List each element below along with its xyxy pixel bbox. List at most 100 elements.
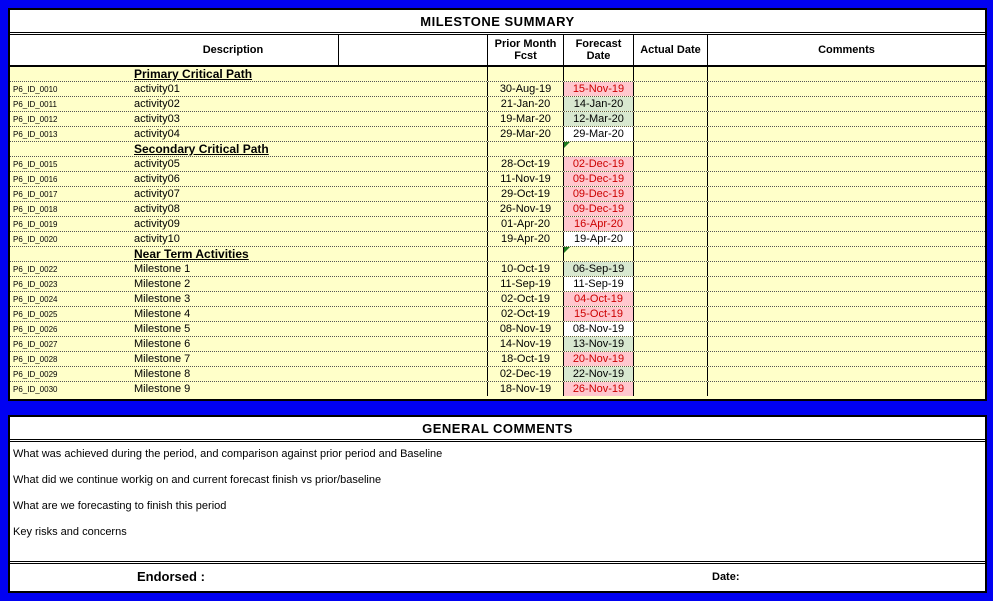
forecast-date-cell[interactable]: 11-Sep-19 — [563, 277, 633, 291]
prior-month-fcst-cell[interactable]: 26-Nov-19 — [487, 202, 563, 216]
forecast-date-cell[interactable]: 26-Nov-19 — [563, 382, 633, 396]
prior-month-fcst-cell[interactable]: 18-Oct-19 — [487, 352, 563, 366]
comments-cell[interactable] — [707, 352, 985, 366]
actual-date-cell[interactable] — [633, 232, 707, 246]
activity-id-cell[interactable]: P6_ID_0024 — [13, 294, 58, 304]
comments-cell[interactable] — [707, 307, 985, 321]
comments-cell[interactable] — [707, 187, 985, 201]
general-comments-body[interactable]: What was achieved during the period, and… — [10, 442, 985, 561]
prior-month-fcst-cell[interactable]: 29-Oct-19 — [487, 187, 563, 201]
comments-cell[interactable] — [707, 232, 985, 246]
actual-date-cell[interactable] — [633, 127, 707, 141]
comments-cell[interactable] — [707, 262, 985, 276]
activity-description-cell[interactable]: Milestone 6 — [134, 338, 191, 350]
comments-cell[interactable] — [707, 217, 985, 231]
forecast-date-cell[interactable]: 12-Mar-20 — [563, 112, 633, 126]
activity-description-cell[interactable]: activity10 — [134, 233, 180, 245]
activity-description-cell[interactable]: Milestone 7 — [134, 353, 191, 365]
comments-cell[interactable] — [707, 97, 985, 111]
comments-cell[interactable] — [707, 112, 985, 126]
section-prior-cell[interactable] — [487, 142, 563, 156]
section-actual-cell[interactable] — [633, 142, 707, 156]
actual-date-cell[interactable] — [633, 367, 707, 381]
forecast-date-cell[interactable]: 14-Jan-20 — [563, 97, 633, 111]
prior-month-fcst-cell[interactable]: 19-Apr-20 — [487, 232, 563, 246]
actual-date-cell[interactable] — [633, 307, 707, 321]
section-forecast-cell[interactable] — [563, 142, 633, 156]
section-comments-cell[interactable] — [707, 142, 985, 156]
actual-date-cell[interactable] — [633, 157, 707, 171]
activity-id-cell[interactable]: P6_ID_0019 — [13, 219, 58, 229]
comments-cell[interactable] — [707, 127, 985, 141]
activity-id-cell[interactable]: P6_ID_0013 — [13, 129, 58, 139]
comments-cell[interactable] — [707, 382, 985, 396]
activity-id-cell[interactable]: P6_ID_0017 — [13, 189, 58, 199]
section-id-cell[interactable] — [10, 142, 128, 156]
section-comments-cell[interactable] — [707, 67, 985, 81]
prior-month-fcst-cell[interactable]: 08-Nov-19 — [487, 322, 563, 336]
activity-id-cell[interactable]: P6_ID_0023 — [13, 279, 58, 289]
actual-date-cell[interactable] — [633, 82, 707, 96]
section-id-cell[interactable] — [10, 247, 128, 261]
actual-date-cell[interactable] — [633, 112, 707, 126]
activity-id-cell[interactable]: P6_ID_0016 — [13, 174, 58, 184]
activity-description-cell[interactable]: Milestone 1 — [134, 263, 191, 275]
forecast-date-cell[interactable]: 20-Nov-19 — [563, 352, 633, 366]
section-actual-cell[interactable] — [633, 67, 707, 81]
prior-month-fcst-cell[interactable]: 02-Oct-19 — [487, 307, 563, 321]
forecast-date-cell[interactable]: 04-Oct-19 — [563, 292, 633, 306]
activity-id-cell[interactable]: P6_ID_0018 — [13, 204, 58, 214]
activity-description-cell[interactable]: activity01 — [134, 83, 180, 95]
activity-id-cell[interactable]: P6_ID_0025 — [13, 309, 58, 319]
prior-month-fcst-cell[interactable]: 21-Jan-20 — [487, 97, 563, 111]
forecast-date-cell[interactable]: 16-Apr-20 — [563, 217, 633, 231]
prior-month-fcst-cell[interactable]: 01-Apr-20 — [487, 217, 563, 231]
forecast-date-cell[interactable]: 02-Dec-19 — [563, 157, 633, 171]
activity-id-cell[interactable]: P6_ID_0015 — [13, 159, 58, 169]
actual-date-cell[interactable] — [633, 217, 707, 231]
section-comments-cell[interactable] — [707, 247, 985, 261]
section-forecast-cell[interactable] — [563, 67, 633, 81]
forecast-date-cell[interactable]: 29-Mar-20 — [563, 127, 633, 141]
prior-month-fcst-cell[interactable]: 02-Dec-19 — [487, 367, 563, 381]
activity-description-cell[interactable]: Milestone 4 — [134, 308, 191, 320]
activity-description-cell[interactable]: activity06 — [134, 173, 180, 185]
forecast-date-cell[interactable]: 13-Nov-19 — [563, 337, 633, 351]
forecast-date-cell[interactable]: 19-Apr-20 — [563, 232, 633, 246]
forecast-date-cell[interactable]: 15-Nov-19 — [563, 82, 633, 96]
activity-id-cell[interactable]: P6_ID_0029 — [13, 369, 58, 379]
activity-description-cell[interactable]: Milestone 9 — [134, 383, 191, 395]
activity-description-cell[interactable]: activity08 — [134, 203, 180, 215]
actual-date-cell[interactable] — [633, 382, 707, 396]
comments-cell[interactable] — [707, 157, 985, 171]
comment-line[interactable]: What are we forecasting to finish this p… — [13, 500, 227, 512]
section-id-cell[interactable] — [10, 67, 128, 81]
activity-description-cell[interactable]: Milestone 5 — [134, 323, 191, 335]
prior-month-fcst-cell[interactable]: 11-Sep-19 — [487, 277, 563, 291]
activity-id-cell[interactable]: P6_ID_0011 — [13, 99, 57, 109]
actual-date-cell[interactable] — [633, 97, 707, 111]
forecast-date-cell[interactable]: 06-Sep-19 — [563, 262, 633, 276]
forecast-date-cell[interactable]: 15-Oct-19 — [563, 307, 633, 321]
actual-date-cell[interactable] — [633, 187, 707, 201]
activity-id-cell[interactable]: P6_ID_0020 — [13, 234, 58, 244]
comments-cell[interactable] — [707, 277, 985, 291]
forecast-date-cell[interactable]: 22-Nov-19 — [563, 367, 633, 381]
section-prior-cell[interactable] — [487, 247, 563, 261]
prior-month-fcst-cell[interactable]: 19-Mar-20 — [487, 112, 563, 126]
actual-date-cell[interactable] — [633, 337, 707, 351]
comment-line[interactable]: What did we continue workig on and curre… — [13, 474, 382, 486]
comments-cell[interactable] — [707, 82, 985, 96]
forecast-date-cell[interactable]: 09-Dec-19 — [563, 187, 633, 201]
activity-id-cell[interactable]: P6_ID_0010 — [13, 84, 58, 94]
actual-date-cell[interactable] — [633, 352, 707, 366]
activity-description-cell[interactable]: activity07 — [134, 188, 180, 200]
activity-description-cell[interactable]: Milestone 3 — [134, 293, 191, 305]
activity-description-cell[interactable]: Milestone 2 — [134, 278, 191, 290]
activity-description-cell[interactable]: activity09 — [134, 218, 180, 230]
section-forecast-cell[interactable] — [563, 247, 633, 261]
activity-id-cell[interactable]: P6_ID_0027 — [13, 339, 58, 349]
section-prior-cell[interactable] — [487, 67, 563, 81]
prior-month-fcst-cell[interactable]: 14-Nov-19 — [487, 337, 563, 351]
activity-id-cell[interactable]: P6_ID_0012 — [13, 114, 58, 124]
